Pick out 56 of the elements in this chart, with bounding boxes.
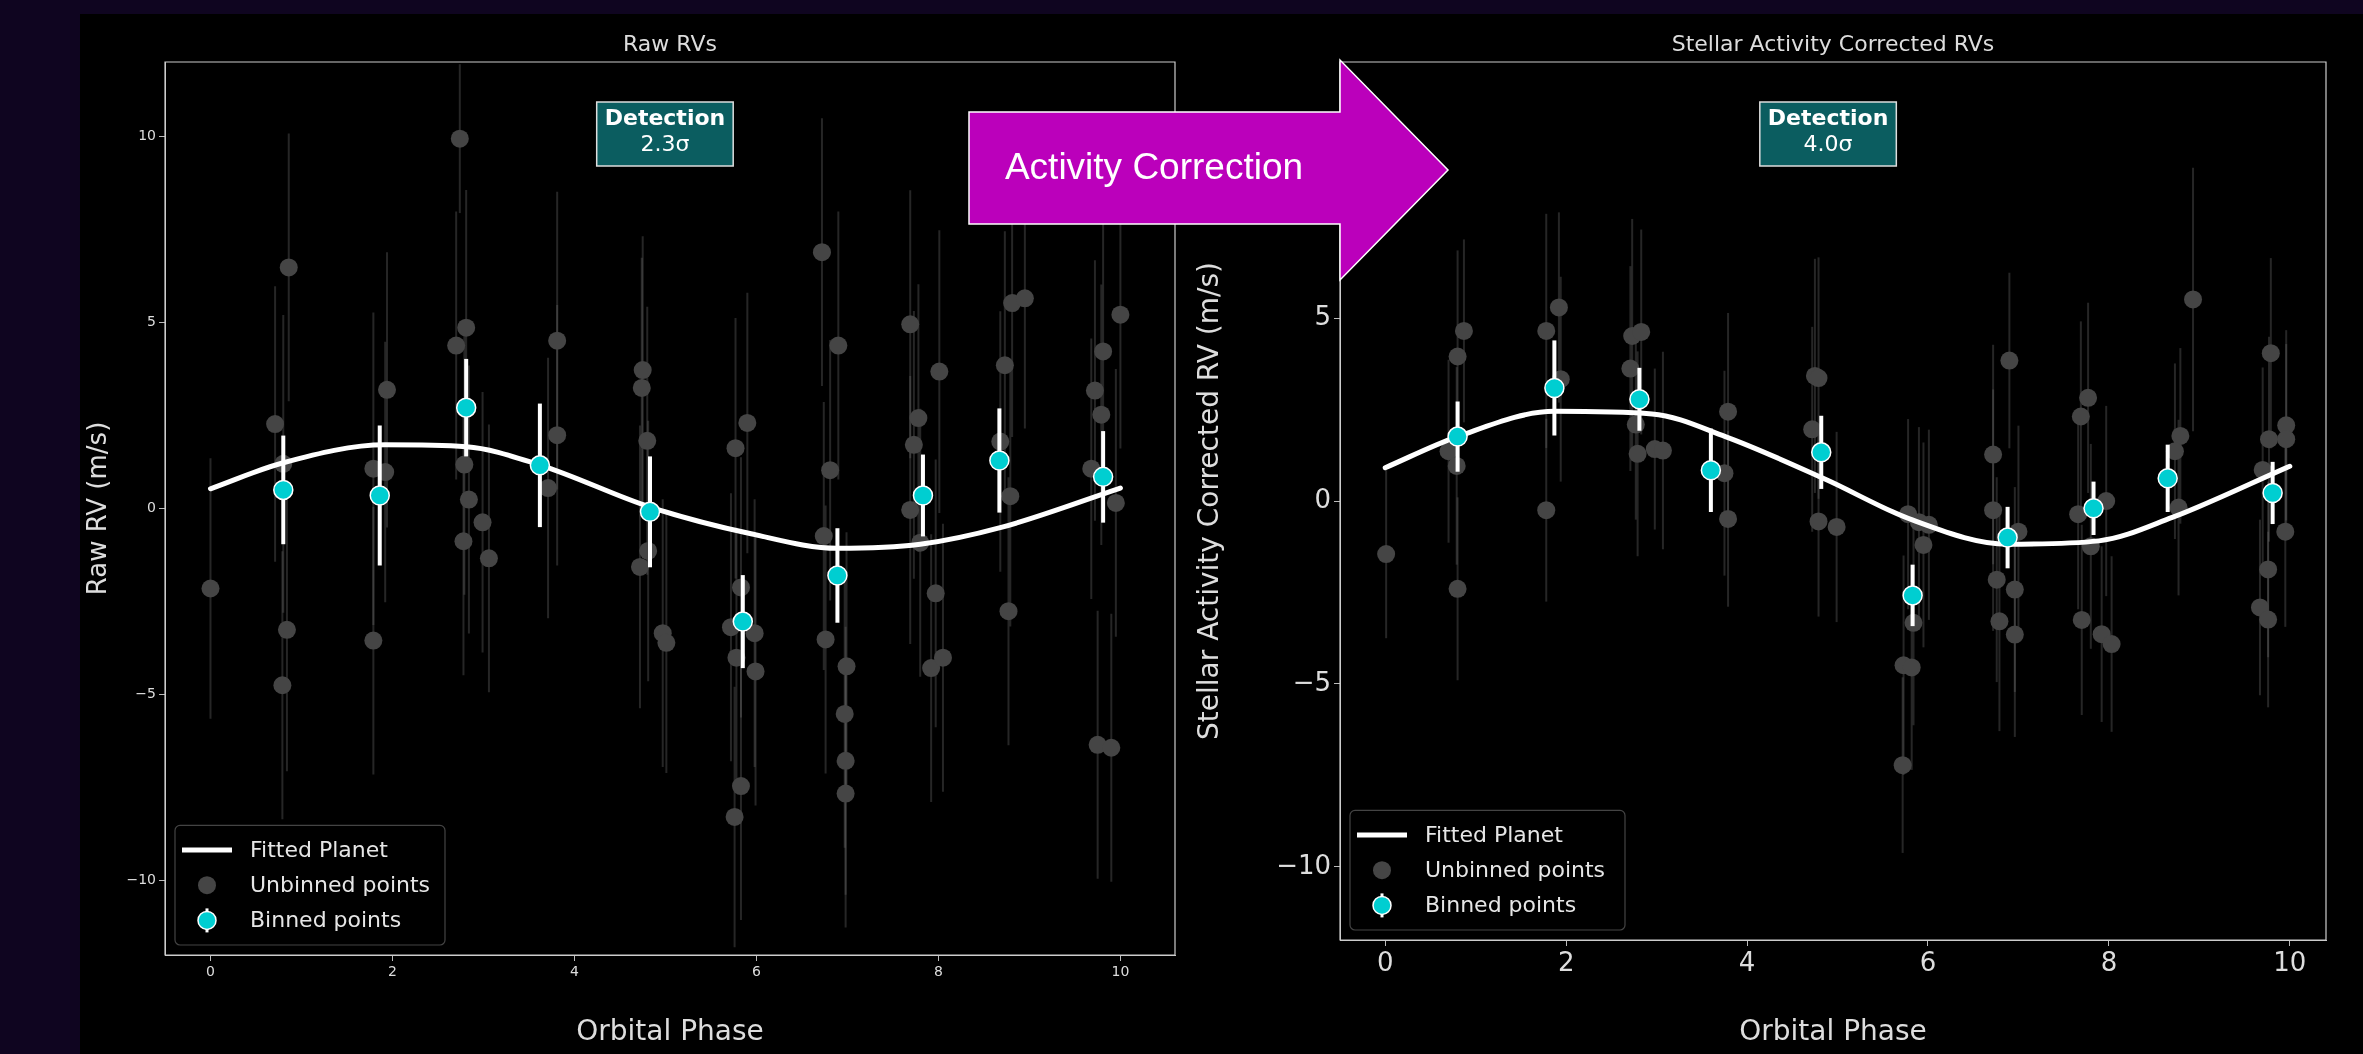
y-tick-label: −5 [135, 685, 156, 702]
point [1810, 442, 1832, 463]
x-tick-label: 6 [1919, 947, 1937, 978]
point [639, 501, 661, 523]
y-axis-title: Raw RV (m/s) [82, 421, 113, 596]
point [1700, 460, 1722, 481]
point [1447, 426, 1468, 447]
x-tick-label: 8 [2100, 947, 2118, 978]
point [529, 455, 551, 476]
point [912, 485, 934, 506]
chart-title: Raw RVs [623, 30, 717, 56]
legend-label: Unbinned points [1425, 856, 1606, 882]
x-tick-label: 4 [570, 963, 579, 980]
x-tick-label: 4 [1738, 947, 1756, 978]
point [1544, 377, 1565, 399]
legend-label: Unbinned points [250, 871, 431, 897]
x-tick-label: 10 [2273, 947, 2307, 978]
legend-label: Fitted Planet [1425, 821, 1564, 847]
point [1902, 585, 1923, 606]
annotation: Detection 4.0σ [1767, 104, 1889, 156]
legend-label: Binned points [250, 907, 402, 933]
x-tick-label: 8 [933, 963, 943, 980]
point [989, 450, 1010, 471]
legend-label: Binned points [1425, 892, 1577, 918]
point [273, 479, 294, 501]
legend-label: Fitted Planet [250, 836, 389, 862]
x-axis-title: Orbital Phase [576, 1014, 764, 1048]
x-tick-label: 2 [388, 963, 397, 980]
x-tick-label: 6 [751, 963, 761, 980]
annotation: Activity Correction [1003, 145, 1305, 189]
point [369, 485, 390, 506]
point [2083, 498, 2104, 519]
point [1629, 389, 1650, 410]
y-tick-label: 5 [147, 313, 156, 330]
point [827, 565, 848, 586]
y-tick-label: 5 [1314, 300, 1331, 331]
y-tick-label: 10 [138, 127, 156, 144]
y-axis-title: Stellar Activity Corrected RV (m/s) [1192, 262, 1226, 740]
x-tick-label: 0 [1376, 947, 1394, 978]
point [455, 397, 477, 418]
x-axis-title: Orbital Phase [1739, 1014, 1927, 1048]
x-tick-label: 10 [1111, 963, 1130, 980]
y-tick-label: −10 [126, 871, 156, 888]
x-tick-label: 0 [206, 963, 215, 980]
point [732, 611, 754, 632]
y-tick-label: 0 [1314, 483, 1331, 514]
point [2262, 482, 2283, 504]
y-tick-label: −5 [1292, 666, 1331, 697]
point [1092, 466, 1114, 488]
point [2157, 468, 2178, 489]
y-tick-label: 0 [147, 499, 156, 516]
x-tick-label: 2 [1557, 947, 1575, 978]
annotation: Detection 2.3σ [604, 104, 726, 156]
chart-title: Stellar Activity Corrected RVs [1671, 30, 1995, 56]
y-tick-label: −10 [1276, 849, 1331, 880]
point [1997, 527, 2018, 548]
